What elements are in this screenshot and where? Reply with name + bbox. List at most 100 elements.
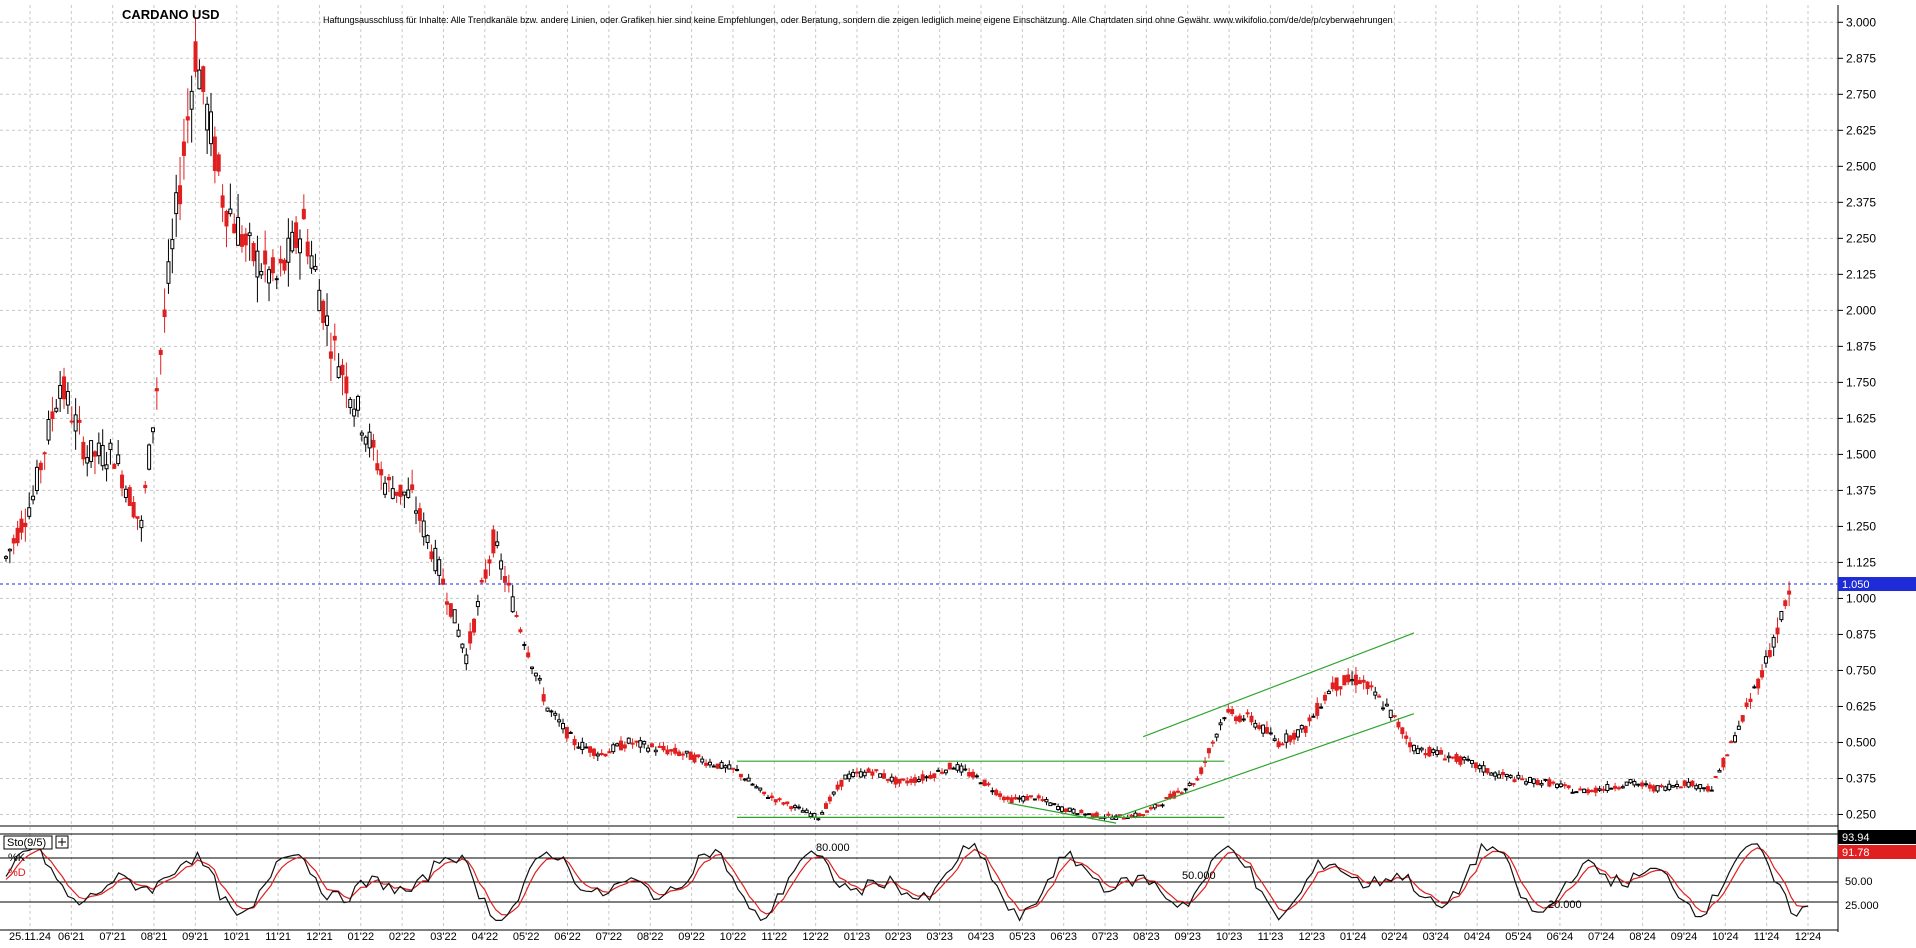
x-tick-label: 06'22 bbox=[554, 931, 581, 943]
candle-body bbox=[23, 522, 28, 528]
candle-body bbox=[386, 476, 391, 481]
candle-body bbox=[123, 488, 128, 498]
x-tick-label: 02'23 bbox=[885, 931, 912, 943]
candle-body bbox=[228, 208, 233, 215]
candle-body bbox=[649, 743, 654, 748]
candle-body bbox=[1295, 729, 1300, 738]
level-20-label: 20.000 bbox=[1548, 899, 1582, 911]
candle-body bbox=[460, 643, 465, 649]
candle-body bbox=[1319, 706, 1324, 709]
candle-body bbox=[657, 745, 662, 748]
candle-body bbox=[1172, 791, 1177, 799]
candle-body bbox=[955, 764, 960, 771]
candle-body bbox=[1504, 773, 1509, 778]
candle-body bbox=[912, 777, 917, 783]
candle-body bbox=[905, 780, 910, 784]
candle-body bbox=[402, 491, 407, 496]
candle-body bbox=[363, 436, 368, 445]
y-tick-label: 0.375 bbox=[1846, 771, 1876, 785]
candle-body bbox=[139, 519, 144, 529]
candle-body bbox=[120, 474, 125, 489]
candle-body bbox=[1292, 732, 1297, 740]
candle-body bbox=[928, 774, 933, 779]
candle-body bbox=[1044, 799, 1049, 803]
candle-body bbox=[1415, 748, 1420, 755]
candle-body bbox=[1698, 784, 1703, 789]
x-tick-label: 04'22 bbox=[472, 931, 499, 943]
candle-body bbox=[367, 431, 372, 449]
x-tick-label: 10'24 bbox=[1712, 931, 1739, 943]
candle-body bbox=[1543, 778, 1548, 781]
candle-body bbox=[688, 751, 693, 760]
candle-body bbox=[557, 719, 562, 723]
y-tick-label: 2.625 bbox=[1846, 123, 1876, 137]
candle-body bbox=[475, 601, 480, 608]
candle-body bbox=[1040, 799, 1045, 802]
candle-body bbox=[355, 395, 360, 411]
candle-body bbox=[526, 652, 531, 658]
candle-body bbox=[92, 451, 97, 457]
x-tick-label: 07'21 bbox=[99, 931, 126, 943]
candle-body bbox=[994, 789, 999, 796]
candle-body bbox=[723, 765, 728, 769]
candle-body bbox=[738, 773, 743, 778]
candle-body bbox=[1555, 783, 1560, 788]
candle-body bbox=[990, 790, 995, 793]
candle-body bbox=[154, 388, 159, 392]
candle-body bbox=[112, 463, 117, 469]
candle-body bbox=[27, 507, 32, 517]
candle-body bbox=[789, 806, 794, 810]
candle-body bbox=[661, 745, 666, 751]
candle-body bbox=[69, 420, 74, 423]
candle-body bbox=[1756, 678, 1761, 689]
candle-body bbox=[1025, 796, 1030, 801]
candle-body bbox=[808, 813, 813, 818]
candle-body bbox=[1079, 809, 1084, 814]
candle-body bbox=[1736, 725, 1741, 730]
candle-body bbox=[220, 195, 225, 208]
candle-body bbox=[1284, 733, 1289, 743]
candle-body bbox=[1779, 611, 1784, 621]
candle-body bbox=[425, 535, 430, 544]
x-tick-label: 12'24 bbox=[1795, 931, 1822, 943]
candle-body bbox=[1516, 774, 1521, 779]
candle-body bbox=[1636, 783, 1641, 786]
candle-body bbox=[251, 243, 256, 262]
candle-body bbox=[464, 654, 469, 665]
candle-body bbox=[1338, 686, 1343, 690]
candle-body bbox=[1458, 756, 1463, 765]
candle-body bbox=[576, 746, 581, 749]
candle-body bbox=[684, 750, 689, 754]
candle-body bbox=[1121, 817, 1126, 820]
candle-body bbox=[882, 773, 887, 779]
candle-body bbox=[665, 749, 670, 755]
k-value-tag bbox=[1838, 830, 1916, 844]
candle-body bbox=[924, 776, 929, 779]
candle-body bbox=[1191, 783, 1196, 786]
price-axis: 0.250 0.375 0.500 0.625 0.750 0.875 1.000 1.125… bbox=[0, 5, 1876, 932]
x-tick-label: 01'22 bbox=[348, 931, 375, 943]
candle-body bbox=[394, 491, 399, 496]
candle-body bbox=[456, 629, 461, 637]
candle-body bbox=[170, 239, 175, 250]
candle-body bbox=[1732, 735, 1737, 743]
candle-body bbox=[1427, 747, 1432, 757]
candle-body bbox=[646, 747, 651, 752]
candle-body bbox=[572, 739, 577, 746]
candle-body bbox=[336, 366, 341, 378]
candle-body bbox=[46, 419, 51, 441]
candle-body bbox=[1032, 798, 1037, 801]
y-tick-label: 0.750 bbox=[1846, 663, 1876, 677]
candle-body bbox=[58, 384, 63, 399]
candle-body bbox=[1717, 769, 1722, 773]
candle-body bbox=[344, 376, 349, 394]
candle-body bbox=[506, 582, 511, 586]
candle-body bbox=[274, 278, 279, 281]
candle-body bbox=[1326, 690, 1331, 695]
candle-body bbox=[1307, 717, 1312, 722]
stoch-k-line bbox=[5, 842, 1809, 922]
candles bbox=[4, 18, 1792, 821]
x-tick-label: 03'23 bbox=[926, 931, 953, 943]
candle-body bbox=[1520, 778, 1525, 781]
candle-body bbox=[1469, 760, 1474, 764]
